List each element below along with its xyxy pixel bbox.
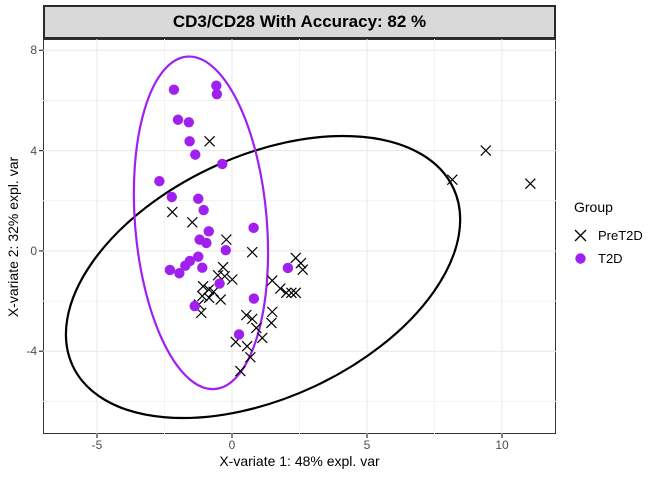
y-tick-label: 4 bbox=[30, 143, 37, 158]
data-point-pret2d bbox=[203, 292, 215, 304]
data-point-t2d bbox=[211, 80, 222, 91]
data-point-t2d bbox=[220, 244, 231, 256]
data-point-pret2d bbox=[234, 365, 246, 377]
y-tick-label: -4 bbox=[26, 344, 37, 359]
data-point-pret2d bbox=[290, 287, 302, 299]
data-point-pret2d bbox=[285, 287, 297, 299]
data-point-pret2d bbox=[274, 283, 286, 294]
legend: Group PreT2D T2D bbox=[572, 199, 643, 270]
data-point-pret2d bbox=[241, 340, 253, 352]
data-point-t2d bbox=[217, 158, 228, 170]
data-point-t2d bbox=[172, 114, 184, 125]
data-point-t2d bbox=[190, 149, 201, 160]
data-point-pret2d bbox=[186, 216, 198, 228]
y-axis-title: X-variate 2: 32% expl. var bbox=[5, 156, 21, 318]
data-point-t2d bbox=[193, 193, 204, 204]
data-point-pret2d bbox=[196, 290, 208, 302]
legend-title: Group bbox=[574, 199, 613, 215]
data-point-pret2d bbox=[480, 145, 492, 157]
data-point-t2d bbox=[198, 204, 209, 216]
data-point-t2d bbox=[201, 237, 212, 249]
data-point-t2d bbox=[282, 262, 294, 274]
data-point-t2d bbox=[197, 262, 208, 273]
data-point-pret2d bbox=[280, 287, 292, 299]
circle-marker-icon bbox=[575, 253, 586, 264]
x-marker-icon bbox=[574, 229, 587, 242]
data-point-t2d bbox=[180, 260, 191, 271]
legend-item-t2d: T2D bbox=[572, 247, 643, 270]
data-point-pret2d bbox=[256, 332, 268, 344]
data-point-t2d bbox=[184, 136, 195, 147]
data-point-pret2d bbox=[297, 264, 309, 276]
data-point-pret2d bbox=[244, 351, 256, 363]
data-point-t2d bbox=[168, 84, 180, 95]
data-point-t2d bbox=[248, 293, 260, 304]
data-point-t2d bbox=[203, 226, 214, 237]
data-point-pret2d bbox=[265, 317, 277, 329]
data-point-t2d bbox=[174, 268, 185, 279]
confidence-ellipse-t2d bbox=[132, 55, 270, 391]
plot-title: CD3/CD28 With Accuracy: 82 % bbox=[43, 5, 556, 39]
x-tick-label: -5 bbox=[91, 438, 103, 452]
data-point-pret2d bbox=[266, 306, 278, 318]
data-point-pret2d bbox=[215, 294, 227, 305]
data-point-t2d bbox=[189, 300, 200, 312]
legend-label-t2d: T2D bbox=[598, 251, 623, 266]
confidence-ellipse-pret2d bbox=[64, 134, 462, 420]
data-point-t2d bbox=[248, 222, 259, 234]
data-point-pret2d bbox=[246, 246, 258, 258]
data-point-t2d bbox=[214, 278, 225, 289]
data-point-t2d bbox=[166, 191, 177, 203]
data-point-pret2d bbox=[446, 174, 458, 186]
data-point-pret2d bbox=[220, 234, 232, 246]
data-point-t2d bbox=[193, 251, 204, 262]
data-point-pret2d bbox=[212, 269, 224, 281]
x-axis-title: X-variate 1: 48% expl. var bbox=[219, 453, 380, 469]
data-point-pret2d bbox=[240, 309, 252, 321]
data-point-pret2d bbox=[524, 178, 536, 190]
data-point-pret2d bbox=[246, 313, 258, 325]
x-tick-label: 0 bbox=[228, 438, 236, 452]
legend-item-pret2d: PreT2D bbox=[572, 224, 643, 247]
data-point-t2d bbox=[211, 88, 223, 100]
data-point-pret2d bbox=[250, 322, 262, 334]
y-tick-label: 8 bbox=[30, 43, 37, 58]
x-tick-label: 10 bbox=[495, 438, 509, 452]
data-point-t2d bbox=[154, 176, 165, 187]
data-point-pret2d bbox=[295, 257, 307, 269]
data-point-t2d bbox=[164, 264, 176, 276]
scatter-plot bbox=[39, 39, 556, 438]
data-point-pret2d bbox=[197, 280, 209, 292]
data-point-pret2d bbox=[217, 261, 229, 273]
x-tick-label: 5 bbox=[363, 438, 371, 452]
data-point-t2d bbox=[183, 117, 194, 128]
data-point-pret2d bbox=[166, 206, 178, 218]
y-tick-label: 0 bbox=[30, 243, 37, 258]
data-point-pret2d bbox=[204, 135, 216, 147]
data-point-pret2d bbox=[226, 274, 238, 285]
legend-label-pret2d: PreT2D bbox=[598, 228, 643, 243]
data-point-t2d bbox=[233, 329, 245, 340]
